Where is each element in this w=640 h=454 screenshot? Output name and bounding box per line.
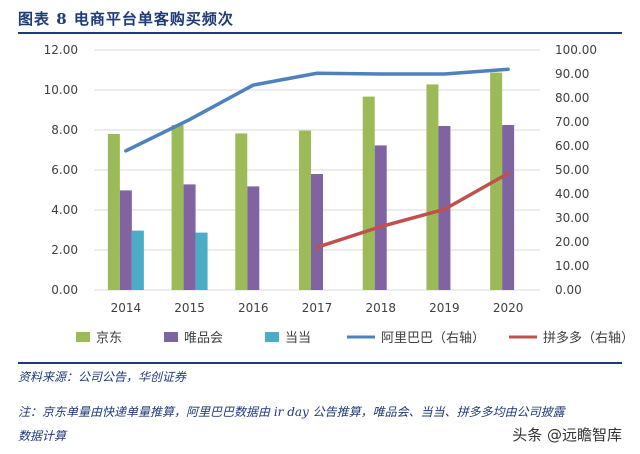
y-tick-label: 12.00 — [44, 43, 78, 57]
footnote-line1: 注：京东单量由快递单量推算，阿里巴巴数据由 ir day 公告推算，唯品会、当当… — [18, 405, 565, 419]
chart: 0.00 2.00 4.00 6.00 8.00 10.00 12.00 0.00 10.00 2… — [44, 43, 634, 346]
bar-唯品会 — [183, 184, 196, 290]
y2-tick-label: 10.00 — [555, 259, 589, 273]
y-tick-label: 10.00 — [44, 83, 78, 97]
y-tick-label: 4.00 — [51, 203, 78, 217]
y2-tick-label: 30.00 — [555, 211, 589, 225]
y2-tick-label: 90.00 — [555, 67, 589, 81]
y2-tick-label: 0.00 — [555, 283, 582, 297]
legend-label: 拼多多（右轴） — [543, 330, 634, 346]
y-tick-label: 8.00 — [51, 123, 78, 137]
source-note: 资料来源：公司公告，华创证券 — [18, 370, 187, 384]
chart-title: 图表 8 电商平台单客购买频次 — [18, 10, 234, 28]
footnote-line2: 数据计算 — [18, 429, 67, 443]
legend-label: 唯品会 — [184, 331, 223, 346]
legend-swatch — [265, 332, 279, 342]
x-tick-label: 2016 — [238, 301, 269, 315]
bar-唯品会 — [119, 190, 132, 290]
x-tick-label: 2020 — [493, 301, 524, 315]
y-tick-label: 6.00 — [51, 163, 78, 177]
line-拼多多（右轴） — [315, 171, 510, 250]
y2-tick-label: 70.00 — [555, 115, 589, 129]
legend-label: 京东 — [96, 331, 122, 346]
source-divider — [18, 362, 622, 364]
legend-swatch — [76, 332, 90, 342]
bar-当当 — [131, 230, 144, 290]
bar-唯品会 — [311, 174, 323, 290]
y2-tick-label: 50.00 — [555, 163, 589, 177]
bar-唯品会 — [247, 186, 260, 290]
legend-label: 阿里巴巴（右轴） — [381, 331, 485, 346]
bar-唯品会 — [374, 145, 387, 290]
bar-京东 — [362, 96, 375, 290]
x-tick-label: 2014 — [111, 301, 142, 315]
y2-tick-label: 40.00 — [555, 187, 589, 201]
bar-京东 — [235, 133, 248, 290]
x-tick-label: 2015 — [174, 301, 205, 315]
watermark: 头条 @远瞻智库 — [512, 426, 622, 444]
bar-京东 — [171, 125, 184, 290]
y2-tick-label: 60.00 — [555, 139, 589, 153]
legend-swatch — [164, 332, 178, 342]
bar-唯品会 — [502, 125, 515, 290]
y2-tick-label: 80.00 — [555, 91, 589, 105]
bar-京东 — [107, 134, 120, 290]
y2-tick-label: 100.00 — [555, 43, 597, 57]
y2-tick-label: 20.00 — [555, 235, 589, 249]
title-divider — [18, 32, 622, 34]
legend-label: 当当 — [285, 331, 311, 346]
y-tick-label: 0.00 — [51, 283, 78, 297]
x-tick-label: 2018 — [365, 301, 396, 315]
x-tick-label: 2019 — [429, 301, 460, 315]
bar-京东 — [426, 84, 439, 291]
y-tick-label: 2.00 — [51, 243, 78, 257]
line-阿里巴巴（右轴） — [124, 67, 510, 153]
bar-京东 — [299, 130, 311, 290]
bar-当当 — [195, 232, 208, 290]
x-tick-label: 2017 — [302, 301, 333, 315]
